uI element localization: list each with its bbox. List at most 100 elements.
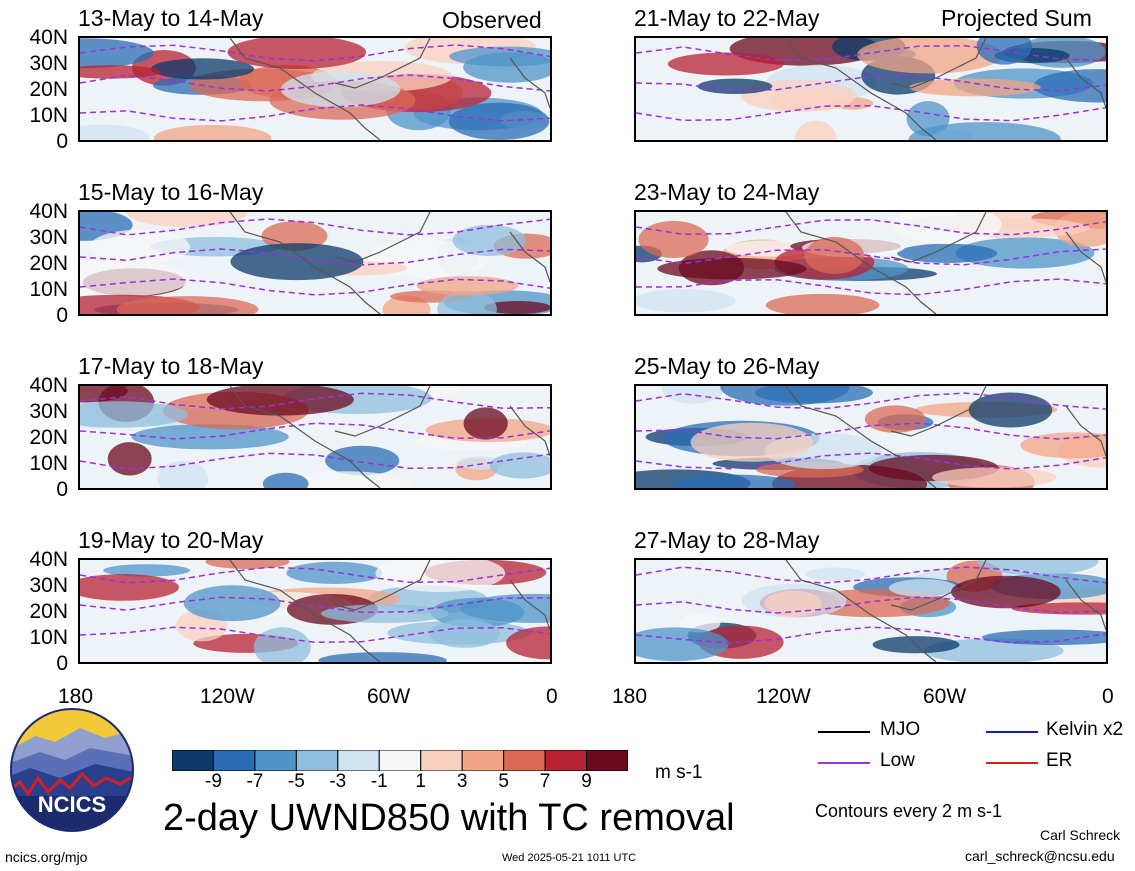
anomaly-blob (690, 422, 814, 462)
lat-tick-20n: 20N (29, 78, 68, 101)
wind-anomaly-field (80, 560, 550, 662)
anomaly-blob (286, 561, 383, 584)
wind-anomaly-field (80, 38, 550, 140)
lat-tick-10n: 10N (29, 278, 68, 301)
anomaly-blob (280, 71, 401, 108)
colorbar-labels: -9 -7 -5 -3 -1 1 3 5 7 9 (150, 771, 650, 795)
wind-anomaly-field (80, 386, 550, 488)
anomaly-blob (261, 221, 328, 251)
low-contour (80, 392, 550, 410)
legend-line-low (818, 762, 870, 764)
lon-tick-60w-right: 60W (923, 685, 967, 708)
colorbar-swatch (171, 749, 214, 772)
anomaly-blob (375, 560, 506, 593)
coastline (229, 560, 550, 662)
colorbar-label: 9 (581, 771, 592, 792)
anomaly-blob (489, 452, 550, 479)
colorbar-swatch (254, 749, 297, 772)
colorbar-swatch (378, 749, 422, 772)
anomaly-blob (755, 386, 873, 404)
anomaly-blob (452, 224, 527, 257)
colorbar-label: -9 (205, 771, 222, 792)
anomaly-blob (80, 124, 150, 140)
map-panel-right-4 (634, 558, 1108, 664)
panel-title-right-2: 23-May to 24-May (634, 179, 820, 205)
wind-anomaly-field (636, 386, 1106, 488)
coastline (785, 212, 1106, 314)
low-contour (636, 596, 1106, 614)
anomaly-blob (1033, 69, 1106, 103)
wind-anomaly-field (636, 38, 1106, 140)
anomaly-blob (416, 276, 519, 296)
logo-text: NCICS (38, 792, 106, 817)
panel-title-left-4: 19-May to 20-May (78, 527, 264, 553)
anomaly-blob (483, 301, 550, 314)
anomaly-blob (891, 212, 1002, 245)
anomaly-blob (955, 237, 1095, 269)
legend-label-mjo: MJO (880, 719, 921, 740)
ncics-logo: NCICS (10, 708, 134, 832)
colorbar-swatch (461, 749, 505, 772)
lon-tick-120w-right: 120W (756, 685, 811, 708)
panel-title-left-1: 13-May to 14-May (78, 5, 264, 31)
map-panel-right-3 (634, 384, 1108, 490)
low-contour (80, 74, 550, 92)
low-contour (80, 452, 550, 470)
anomaly-blob (280, 471, 410, 488)
lat-tick-30n: 30N (29, 52, 68, 75)
map-panel-right-1 (634, 36, 1108, 142)
anomaly-blob (857, 38, 1002, 74)
main-title: 2-day UWND850 with TC removal (163, 797, 735, 839)
anomaly-blob (89, 229, 190, 265)
map-panel-left-4 (78, 558, 552, 664)
contour-note: Contours every 2 m s-1 (815, 801, 1003, 821)
panel-title-left-3: 17-May to 18-May (78, 353, 264, 379)
anomaly-blob (657, 257, 807, 280)
anomaly-blob (765, 293, 880, 314)
anomaly-blob (107, 442, 152, 476)
coastline (229, 212, 550, 314)
legend-line-kelvin (986, 731, 1038, 733)
lat-tick-30n: 30N (29, 400, 68, 423)
low-contour (80, 626, 550, 644)
ncics-logo-graphic: NCICS (10, 708, 134, 832)
anomaly-blob (982, 629, 1106, 645)
anomaly-blob (771, 90, 851, 112)
map-panel-left-1 (78, 36, 552, 142)
panel-title-right-3: 25-May to 26-May (634, 353, 820, 379)
low-contour (80, 422, 550, 440)
anomaly-blob (463, 407, 508, 440)
low-contour (80, 248, 550, 266)
low-contour (636, 278, 1106, 296)
colorbar-label: -5 (287, 771, 305, 792)
lat-tick-40n: 40N (29, 26, 68, 49)
anomaly-blob (80, 401, 189, 428)
anomaly-blob (679, 613, 721, 633)
colorbar-swatch (503, 749, 546, 772)
anomaly-blob (638, 220, 709, 259)
anomaly-blob (157, 460, 209, 488)
colorbar-label: 3 (456, 771, 468, 792)
anomaly-blob (153, 124, 272, 140)
anomaly-blob (318, 652, 447, 662)
map-panel-left-3 (78, 384, 552, 490)
lat-tick-30n: 30N (29, 226, 68, 249)
colorbar-label: 7 (539, 771, 551, 792)
anomaly-blob (430, 597, 525, 628)
anomaly-blob (662, 386, 724, 404)
lat-tick-20n: 20N (29, 426, 68, 449)
legend-label-kelvin: Kelvin x2 (1046, 719, 1124, 740)
colorbar-swatches (171, 749, 629, 772)
lat-tick-40n: 40N (29, 374, 68, 397)
lat-tick-0: 0 (56, 652, 68, 675)
low-contour (636, 105, 1106, 122)
anomaly-blob (183, 585, 281, 622)
anomaly-blob (325, 445, 400, 476)
anomaly-blob (697, 78, 773, 94)
low-contour (80, 104, 550, 122)
lat-tick-0: 0 (56, 130, 68, 153)
colorbar-label: -7 (246, 771, 264, 792)
coastline (229, 386, 550, 488)
colorbar-swatch (295, 749, 339, 772)
anomaly-blob (764, 590, 822, 617)
